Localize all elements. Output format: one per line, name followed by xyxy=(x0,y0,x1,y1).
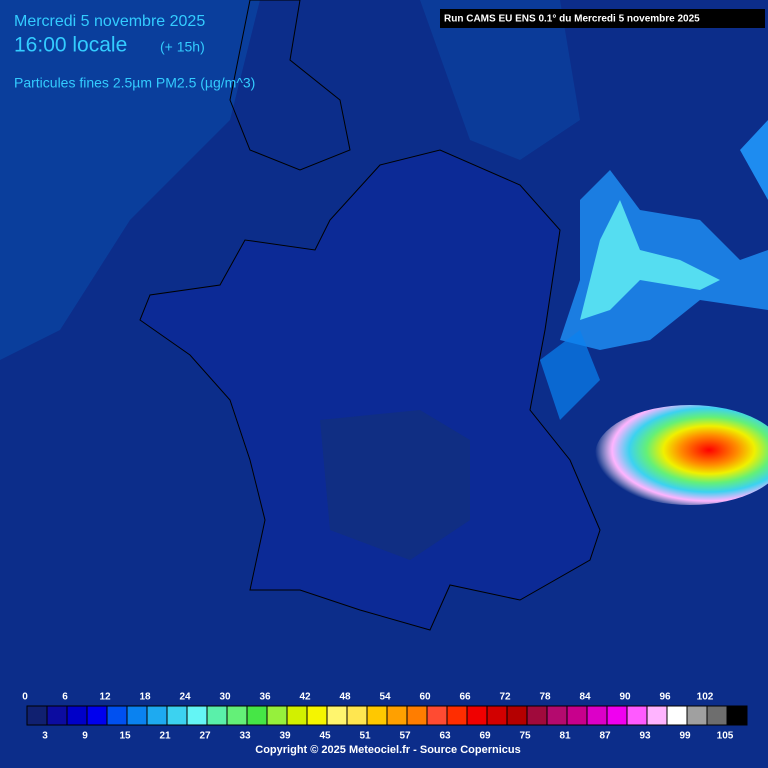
legend-cell xyxy=(426,705,448,726)
plume xyxy=(740,120,768,200)
legend-label: 102 xyxy=(697,692,714,703)
legend-label: 75 xyxy=(519,731,531,742)
legend-cell xyxy=(226,705,248,726)
offset: (+ 15h) xyxy=(160,39,205,55)
legend-label: 105 xyxy=(717,731,734,742)
haze xyxy=(0,0,260,360)
legend-label: 39 xyxy=(279,731,291,742)
legend-cell xyxy=(86,705,108,726)
legend-label: 27 xyxy=(199,731,211,742)
legend-cell xyxy=(626,705,648,726)
legend-cell xyxy=(106,705,128,726)
legend-cell xyxy=(26,705,48,726)
legend-label: 60 xyxy=(419,692,431,703)
legend-label: 57 xyxy=(399,731,411,742)
legend-label: 12 xyxy=(99,692,111,703)
legend-cell xyxy=(606,705,628,726)
legend-cell xyxy=(646,705,668,726)
run: Run CAMS EU ENS 0.1° du Mercredi 5 novem… xyxy=(444,14,700,25)
legend-label: 66 xyxy=(459,692,471,703)
legend-cell xyxy=(286,705,308,726)
legend-label: 84 xyxy=(579,692,591,703)
legend-label: 81 xyxy=(559,731,571,742)
legend-cell xyxy=(186,705,208,726)
legend-label: 72 xyxy=(499,692,511,703)
plume xyxy=(580,200,720,320)
legend-label: 30 xyxy=(219,692,231,703)
france xyxy=(139,149,601,631)
legend-label: 42 xyxy=(299,692,311,703)
legend-label: 24 xyxy=(179,692,191,703)
legend-cell xyxy=(386,705,408,726)
legend-label: 63 xyxy=(439,731,451,742)
legend-cell xyxy=(326,705,348,726)
legend-label: 87 xyxy=(599,731,611,742)
legend-cell xyxy=(566,705,588,726)
legend-cell xyxy=(466,705,488,726)
legend-label: 99 xyxy=(679,731,691,742)
legend-cell xyxy=(266,705,288,726)
legend-label: 48 xyxy=(339,692,351,703)
legend-cell xyxy=(666,705,688,726)
legend-label: 36 xyxy=(259,692,271,703)
legend-label: 90 xyxy=(619,692,631,703)
legend-cell xyxy=(246,705,268,726)
legend-cell xyxy=(46,705,68,726)
legend-label: 51 xyxy=(359,731,371,742)
legend-label: 54 xyxy=(379,692,391,703)
copyright: Copyright © 2025 Meteociel.fr - Source C… xyxy=(255,744,520,756)
hotspot xyxy=(595,405,768,505)
legend-cell xyxy=(366,705,388,726)
legend-label: 93 xyxy=(639,731,651,742)
legend-label: 9 xyxy=(82,731,88,742)
legend-label: 21 xyxy=(159,731,171,742)
legend-label: 15 xyxy=(119,731,131,742)
lowland xyxy=(320,410,470,560)
legend-label: 96 xyxy=(659,692,671,703)
legend-cell xyxy=(686,705,708,726)
legend-label: 6 xyxy=(62,692,68,703)
legend-cell xyxy=(446,705,468,726)
legend-label: 3 xyxy=(42,731,48,742)
legend-label: 18 xyxy=(139,692,151,703)
legend-cell xyxy=(586,705,608,726)
legend-cell xyxy=(506,705,528,726)
haze xyxy=(420,0,580,160)
plume xyxy=(540,330,600,420)
legend-cell xyxy=(66,705,88,726)
legend: 0369121518212427303336394245485154576063… xyxy=(22,692,748,742)
date: Mercredi 5 novembre 2025 xyxy=(14,13,205,30)
legend-cell xyxy=(306,705,328,726)
legend-label: 69 xyxy=(479,731,491,742)
legend-label: 0 xyxy=(22,692,28,703)
legend-cell xyxy=(706,705,728,726)
legend-cell xyxy=(546,705,568,726)
time: 16:00 locale xyxy=(14,34,127,57)
legend-label: 45 xyxy=(319,731,331,742)
legend-cell xyxy=(486,705,508,726)
run-box xyxy=(440,9,765,28)
legend-cell xyxy=(526,705,548,726)
legend-cell xyxy=(146,705,168,726)
legend-cell xyxy=(406,705,428,726)
legend-cell xyxy=(346,705,368,726)
legend-cell xyxy=(206,705,228,726)
legend-label: 33 xyxy=(239,731,251,742)
variable: Particules fines 2.5µm PM2.5 (µg/m^3) xyxy=(14,75,255,91)
legend-cell xyxy=(166,705,188,726)
legend-cell xyxy=(126,705,148,726)
legend-cell xyxy=(726,705,748,726)
britain xyxy=(229,0,351,171)
legend-label: 78 xyxy=(539,692,551,703)
